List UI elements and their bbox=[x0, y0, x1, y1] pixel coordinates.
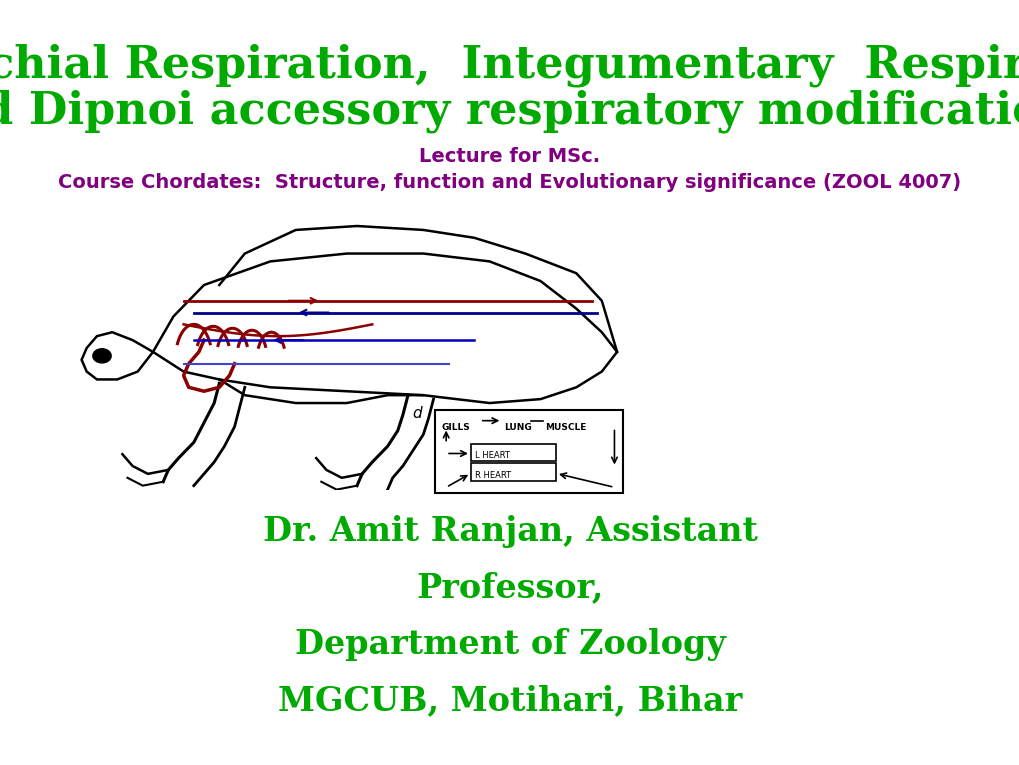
Polygon shape bbox=[153, 253, 616, 403]
Polygon shape bbox=[82, 332, 153, 379]
Text: Dr. Amit Ranjan, Assistant
Professor,
Department of Zoology
MGCUB, Motihari, Bih: Dr. Amit Ranjan, Assistant Professor, De… bbox=[262, 515, 757, 717]
Bar bbox=[471, 464, 555, 481]
Text: and Dipnoi accessory respiratory modifications: and Dipnoi accessory respiratory modific… bbox=[0, 90, 1019, 132]
Text: Branchial Respiration,  Integumentary  Respiration: Branchial Respiration, Integumentary Res… bbox=[0, 44, 1019, 86]
Text: L HEART: L HEART bbox=[475, 451, 510, 460]
Text: Course Chordates:  Structure, function and Evolutionary significance (ZOOL 4007): Course Chordates: Structure, function an… bbox=[58, 173, 961, 191]
Bar bbox=[434, 410, 623, 493]
Text: GILLS: GILLS bbox=[441, 423, 470, 432]
Text: d: d bbox=[412, 405, 422, 421]
Bar bbox=[471, 444, 555, 461]
Text: LUNG: LUNG bbox=[504, 423, 532, 432]
Text: Lecture for MSc.: Lecture for MSc. bbox=[419, 148, 600, 166]
Circle shape bbox=[93, 349, 111, 363]
Text: MUSCLE: MUSCLE bbox=[544, 423, 586, 432]
Text: R HEART: R HEART bbox=[475, 471, 511, 480]
